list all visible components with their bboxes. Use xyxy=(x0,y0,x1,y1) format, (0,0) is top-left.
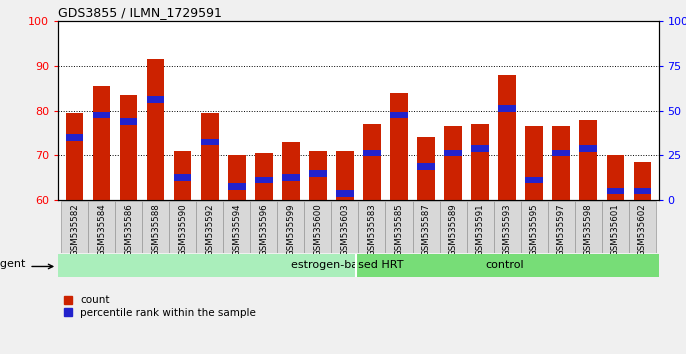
Bar xyxy=(547,201,575,253)
Text: GSM535598: GSM535598 xyxy=(584,203,593,256)
Bar xyxy=(521,201,547,253)
Bar xyxy=(580,120,597,200)
Bar xyxy=(305,201,331,253)
Legend: count, percentile rank within the sample: count, percentile rank within the sample xyxy=(64,296,256,318)
Text: GSM535582: GSM535582 xyxy=(70,203,79,256)
Bar xyxy=(120,95,137,200)
Bar xyxy=(147,59,165,200)
Bar xyxy=(255,177,272,183)
Bar xyxy=(58,254,356,277)
Bar xyxy=(363,124,381,200)
Bar xyxy=(471,124,489,200)
Text: GSM535600: GSM535600 xyxy=(314,203,322,256)
Text: GSM535591: GSM535591 xyxy=(475,203,484,256)
Text: GDS3855 / ILMN_1729591: GDS3855 / ILMN_1729591 xyxy=(58,6,222,19)
Bar xyxy=(331,201,358,253)
Bar xyxy=(169,201,196,253)
Text: GSM535593: GSM535593 xyxy=(503,203,512,256)
Bar xyxy=(417,137,435,200)
Bar xyxy=(309,170,327,177)
Bar xyxy=(201,113,219,200)
Bar xyxy=(471,145,489,152)
Bar xyxy=(174,174,191,181)
Bar xyxy=(228,155,246,200)
Bar xyxy=(552,150,570,156)
Bar xyxy=(147,96,165,103)
Bar xyxy=(417,163,435,170)
Bar xyxy=(575,201,602,253)
Text: GSM535592: GSM535592 xyxy=(205,203,214,256)
Bar xyxy=(255,153,272,200)
Bar xyxy=(629,201,656,253)
Bar xyxy=(498,105,516,112)
Bar xyxy=(88,201,115,253)
Text: control: control xyxy=(485,260,523,270)
Bar xyxy=(602,201,629,253)
Bar xyxy=(223,201,250,253)
Text: agent: agent xyxy=(0,259,26,269)
Text: GSM535588: GSM535588 xyxy=(151,203,160,256)
Text: GSM535596: GSM535596 xyxy=(259,203,268,256)
Bar xyxy=(412,201,440,253)
Bar xyxy=(634,162,651,200)
Bar xyxy=(201,138,219,145)
Bar xyxy=(466,201,494,253)
Bar xyxy=(525,126,543,200)
Bar xyxy=(93,112,110,119)
Bar xyxy=(445,150,462,156)
Text: GSM535583: GSM535583 xyxy=(368,203,377,256)
Text: GSM535602: GSM535602 xyxy=(638,203,647,256)
Bar xyxy=(525,177,543,183)
Bar xyxy=(580,145,597,152)
Bar xyxy=(390,112,407,119)
Bar xyxy=(282,142,300,200)
Text: GSM535595: GSM535595 xyxy=(530,203,539,256)
Bar xyxy=(309,151,327,200)
Bar xyxy=(142,201,169,253)
Bar xyxy=(61,201,88,253)
Bar xyxy=(356,254,670,277)
Bar xyxy=(115,201,142,253)
Bar xyxy=(552,126,570,200)
Text: GSM535584: GSM535584 xyxy=(97,203,106,256)
Bar xyxy=(440,201,466,253)
Text: GSM535587: GSM535587 xyxy=(421,203,431,256)
Text: GSM535601: GSM535601 xyxy=(611,203,619,256)
Bar xyxy=(390,93,407,200)
Text: GSM535594: GSM535594 xyxy=(233,203,241,256)
Bar xyxy=(93,86,110,200)
Text: GSM535589: GSM535589 xyxy=(449,203,458,256)
Text: GSM535590: GSM535590 xyxy=(178,203,187,256)
Bar xyxy=(386,201,412,253)
Bar xyxy=(363,150,381,156)
Bar xyxy=(250,201,277,253)
Bar xyxy=(66,113,83,200)
Bar xyxy=(445,126,462,200)
Bar xyxy=(174,151,191,200)
Text: GSM535599: GSM535599 xyxy=(286,203,296,256)
Bar xyxy=(606,155,624,200)
Text: estrogen-based HRT: estrogen-based HRT xyxy=(292,260,404,270)
Bar xyxy=(336,190,354,197)
Bar xyxy=(498,75,516,200)
Bar xyxy=(358,201,386,253)
Text: GSM535603: GSM535603 xyxy=(340,203,349,256)
Bar xyxy=(606,188,624,194)
Bar xyxy=(336,151,354,200)
Bar xyxy=(634,188,651,194)
Bar xyxy=(120,119,137,125)
Bar xyxy=(228,183,246,190)
Bar xyxy=(196,201,223,253)
Text: GSM535597: GSM535597 xyxy=(557,203,566,256)
Bar xyxy=(282,174,300,181)
Bar xyxy=(494,201,521,253)
Bar xyxy=(66,134,83,141)
Text: GSM535585: GSM535585 xyxy=(394,203,403,256)
Text: GSM535586: GSM535586 xyxy=(124,203,133,256)
Bar xyxy=(277,201,305,253)
